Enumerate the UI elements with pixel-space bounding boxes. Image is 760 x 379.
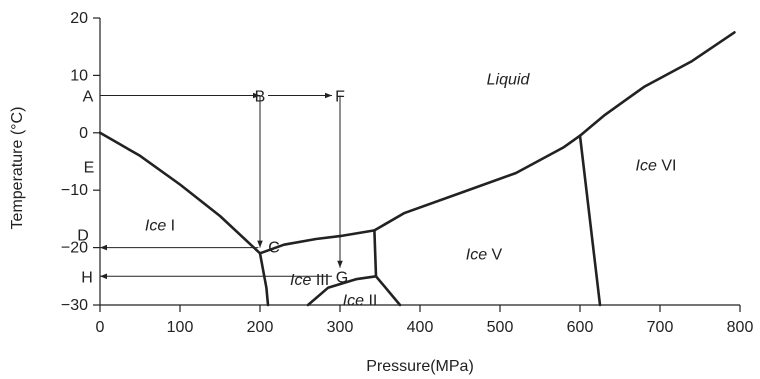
region-label: Ice I <box>145 218 175 235</box>
point-label-b: B <box>255 88 266 105</box>
point-label-a: A <box>83 88 94 105</box>
x-tick-label: 300 <box>327 319 354 336</box>
point-label-f: F <box>335 88 345 105</box>
y-tick-label: 0 <box>79 125 88 142</box>
boundary-ice-I-ice-III <box>258 252 270 307</box>
boundary-ice-III-ice-V <box>373 229 378 278</box>
y-tick-label: 20 <box>70 10 88 27</box>
boundary-ice-III-ice-II <box>306 274 378 307</box>
boundary-ice-V-ice-VI <box>578 134 602 307</box>
boundary-liquid-ice-VI <box>578 31 736 137</box>
process-arrows <box>100 92 343 280</box>
y-tick-label: 10 <box>70 67 88 84</box>
boundary-liquid-ice-I <box>98 131 262 255</box>
region-label: Ice VI <box>636 157 677 174</box>
x-tick-label: 100 <box>167 319 194 336</box>
x-axis-title: Pressure(MPa) <box>366 358 474 375</box>
x-tick-label: 800 <box>727 319 754 336</box>
x-axis-ticks: 0 100 200 300 400 500 600 700 800 <box>96 305 754 336</box>
point-label-h: H <box>81 269 93 286</box>
boundary-liquid-ice-III <box>258 229 376 255</box>
x-tick-label: 200 <box>247 319 274 336</box>
x-tick-label: 600 <box>567 319 594 336</box>
region-label: Liquid <box>487 71 531 88</box>
x-tick-label: 400 <box>407 319 434 336</box>
y-axis-ticks: 20 10 0 −10 −20 −30 <box>61 10 100 314</box>
point-label-d: D <box>77 228 89 245</box>
point-label-c: C <box>268 239 280 256</box>
y-tick-label: −30 <box>61 297 88 314</box>
x-tick-label: 500 <box>487 319 514 336</box>
x-tick-label: 0 <box>96 319 105 336</box>
boundary-liquid-ice-V <box>373 134 582 232</box>
y-tick-label: −20 <box>61 240 88 257</box>
boundary-ice-II-ice-V <box>374 274 402 307</box>
y-tick-label: −10 <box>61 182 88 199</box>
phase-region-labels: Liquid Ice I Ice III Ice II Ice V Ice VI <box>145 71 677 309</box>
region-label: Ice III <box>290 272 329 289</box>
phase-boundaries <box>98 31 736 307</box>
x-tick-label: 700 <box>647 319 674 336</box>
y-axis-title: Temperature (°C) <box>9 107 26 230</box>
region-label: Ice V <box>466 246 503 263</box>
region-label: Ice II <box>343 292 378 309</box>
point-labels: A B F E C D H G <box>77 88 348 286</box>
point-label-g: G <box>336 269 348 286</box>
point-label-e: E <box>84 159 95 176</box>
